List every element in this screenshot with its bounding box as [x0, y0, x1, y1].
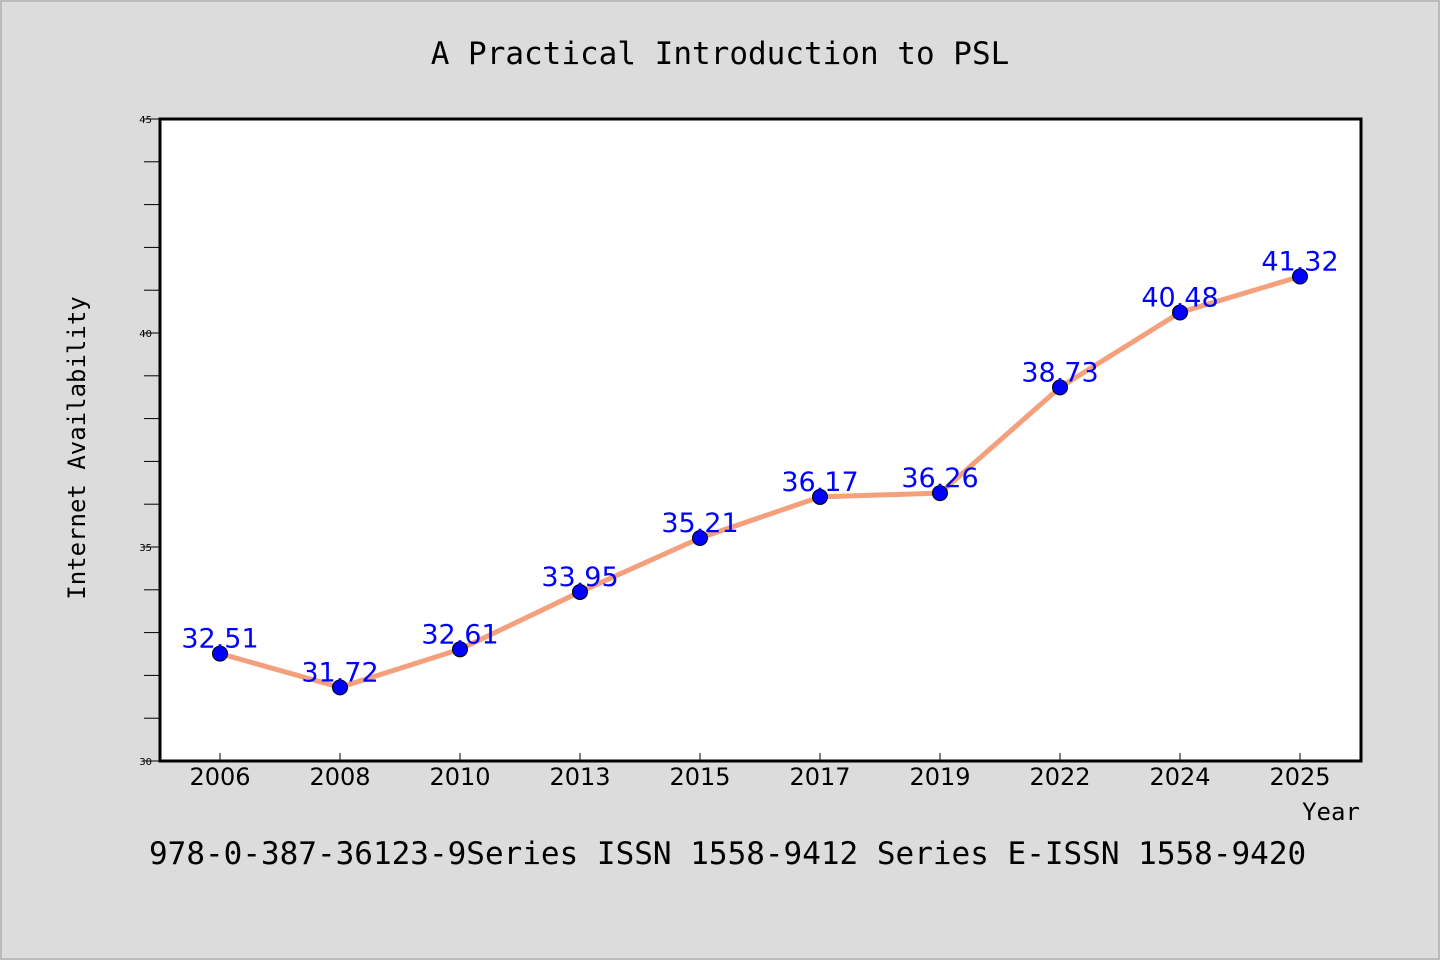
x-axis-label: Year: [1302, 798, 1360, 826]
y-axis-label: Internet Availability: [63, 296, 91, 599]
x-tick-label: 2010: [429, 763, 490, 791]
x-tick-label: 2006: [189, 763, 250, 791]
x-tick-label: 2015: [669, 763, 730, 791]
data-label: 32.61: [421, 619, 498, 650]
x-tick-label: 2024: [1149, 763, 1210, 791]
data-point: [452, 641, 468, 658]
x-tick-label: 2022: [1029, 763, 1090, 791]
x-tick-label: 2017: [789, 763, 850, 791]
data-point: [932, 485, 948, 502]
y-axis: 30 35 40 45: [139, 115, 160, 768]
x-axis: 2006 2008 2010 2013 2015 2017 2019 2022 2024 2025: [189, 753, 1331, 791]
x-tick-label: 2008: [309, 763, 370, 791]
data-point: [1052, 379, 1068, 396]
x-tick-label: 2019: [909, 763, 970, 791]
data-label: 35.21: [661, 508, 738, 539]
data-point: [692, 530, 708, 547]
data-point: [572, 583, 588, 600]
data-point: [812, 488, 828, 505]
data-points: [212, 268, 1308, 696]
data-point: [212, 645, 228, 662]
x-tick-label: 2025: [1269, 763, 1330, 791]
y-tick-label: 45: [139, 115, 152, 126]
data-label: 31.72: [301, 657, 378, 688]
data-label: 32.51: [181, 624, 258, 655]
data-label: 40.48: [1141, 282, 1218, 313]
footer-text: 978-0-387-36123-9Series ISSN 1558-9412 S…: [149, 836, 1306, 872]
x-tick-label: 2013: [549, 763, 610, 791]
data-label: 38.73: [1021, 357, 1098, 388]
y-tick-label: 40: [139, 329, 152, 340]
data-point: [1292, 268, 1308, 285]
data-labels: 32.51 31.72 32.61 33.95 35.21 36.17 36.26 38.73…: [181, 247, 1338, 689]
series-line: [217, 274, 1303, 690]
chart-title: A Practical Introduction to PSL: [431, 36, 1010, 72]
plot-area: [158, 117, 1363, 763]
data-point: [332, 679, 348, 696]
y-tick-label: 30: [139, 757, 152, 768]
data-label: 36.26: [901, 463, 978, 494]
y-tick-label: 35: [139, 543, 152, 554]
data-label: 33.95: [541, 562, 618, 593]
data-label: 41.32: [1261, 247, 1338, 278]
data-point: [1172, 304, 1188, 321]
data-label: 36.17: [781, 467, 858, 498]
